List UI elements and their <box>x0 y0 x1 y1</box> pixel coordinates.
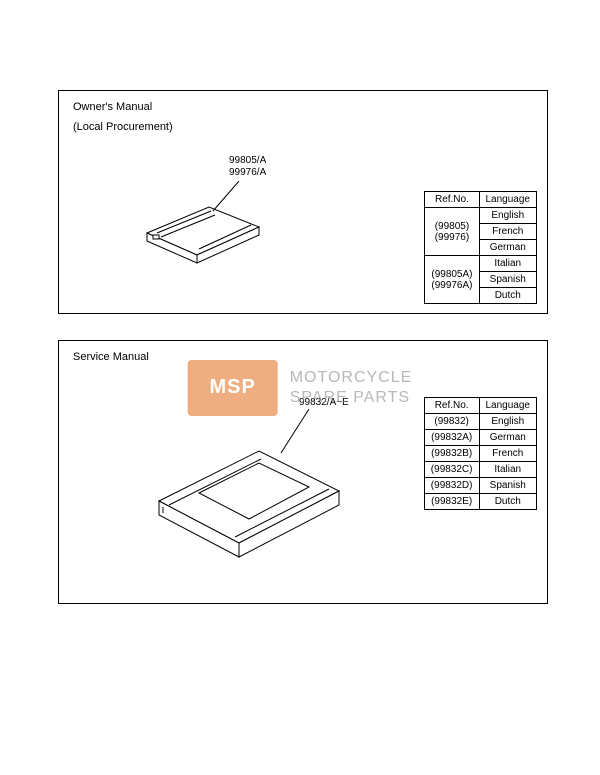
ref-text: (99805A) <box>431 269 472 280</box>
table-cell: Italian <box>479 462 537 478</box>
table-cell: (99805) (99976) <box>425 208 479 256</box>
owner-panel: Owner's Manual (Local Procurement) 99805… <box>58 90 548 314</box>
table-cell: German <box>479 430 537 446</box>
table-cell: (99832A) <box>424 430 479 446</box>
table-cell: Dutch <box>479 494 537 510</box>
table-header: Language <box>479 398 537 414</box>
table-header: Ref.No. <box>424 398 479 414</box>
table-cell: Spanish <box>479 478 537 494</box>
ref-text: (99976A) <box>431 280 472 291</box>
table-cell: German <box>479 240 537 256</box>
service-table: Ref.No. Language (99832)English (99832A)… <box>424 397 537 510</box>
service-title: Service Manual <box>73 351 149 363</box>
service-book-drawing <box>149 401 349 581</box>
owner-title: Owner's Manual <box>73 101 152 113</box>
table-cell: (99832E) <box>424 494 479 510</box>
owner-table: Ref.No. Language (99805) (99976) English… <box>424 191 537 304</box>
table-row: (99832B)French <box>424 446 536 462</box>
owner-ref-line: 99805/A <box>229 155 266 167</box>
owner-book-drawing <box>139 181 269 271</box>
table-cell: French <box>479 446 537 462</box>
table-cell: (99805A) (99976A) <box>425 256 479 304</box>
table-cell: English <box>479 414 537 430</box>
owner-ref-labels: 99805/A 99976/A <box>229 155 266 179</box>
table-row: (99832D)Spanish <box>424 478 536 494</box>
table-row: (99832)English <box>424 414 536 430</box>
table-header: Ref.No. <box>425 192 479 208</box>
table-cell: (99832B) <box>424 446 479 462</box>
ref-text: (99976) <box>431 232 472 243</box>
table-header-row: Ref.No. Language <box>425 192 537 208</box>
table-header-row: Ref.No. Language <box>424 398 536 414</box>
service-leader-line <box>279 409 319 459</box>
owner-leader-line <box>209 181 249 221</box>
service-panel: Service Manual 99832/A~E Ref.No. Languag… <box>58 340 548 604</box>
table-cell: French <box>479 224 537 240</box>
table-row: (99832C)Italian <box>424 462 536 478</box>
table-row: (99805A) (99976A) Italian <box>425 256 537 272</box>
table-row: (99832A)German <box>424 430 536 446</box>
table-cell: English <box>479 208 537 224</box>
table-cell: Spanish <box>479 272 537 288</box>
owner-subtitle: (Local Procurement) <box>73 121 173 133</box>
table-cell: Dutch <box>479 288 537 304</box>
table-row: (99805) (99976) English <box>425 208 537 224</box>
table-header: Language <box>479 192 537 208</box>
service-ref-label: 99832/A~E <box>299 397 349 408</box>
table-cell: (99832D) <box>424 478 479 494</box>
table-cell: Italian <box>479 256 537 272</box>
table-row: (99832E)Dutch <box>424 494 536 510</box>
owner-ref-line: 99976/A <box>229 167 266 179</box>
table-cell: (99832) <box>424 414 479 430</box>
table-cell: (99832C) <box>424 462 479 478</box>
ref-text: (99805) <box>431 221 472 232</box>
